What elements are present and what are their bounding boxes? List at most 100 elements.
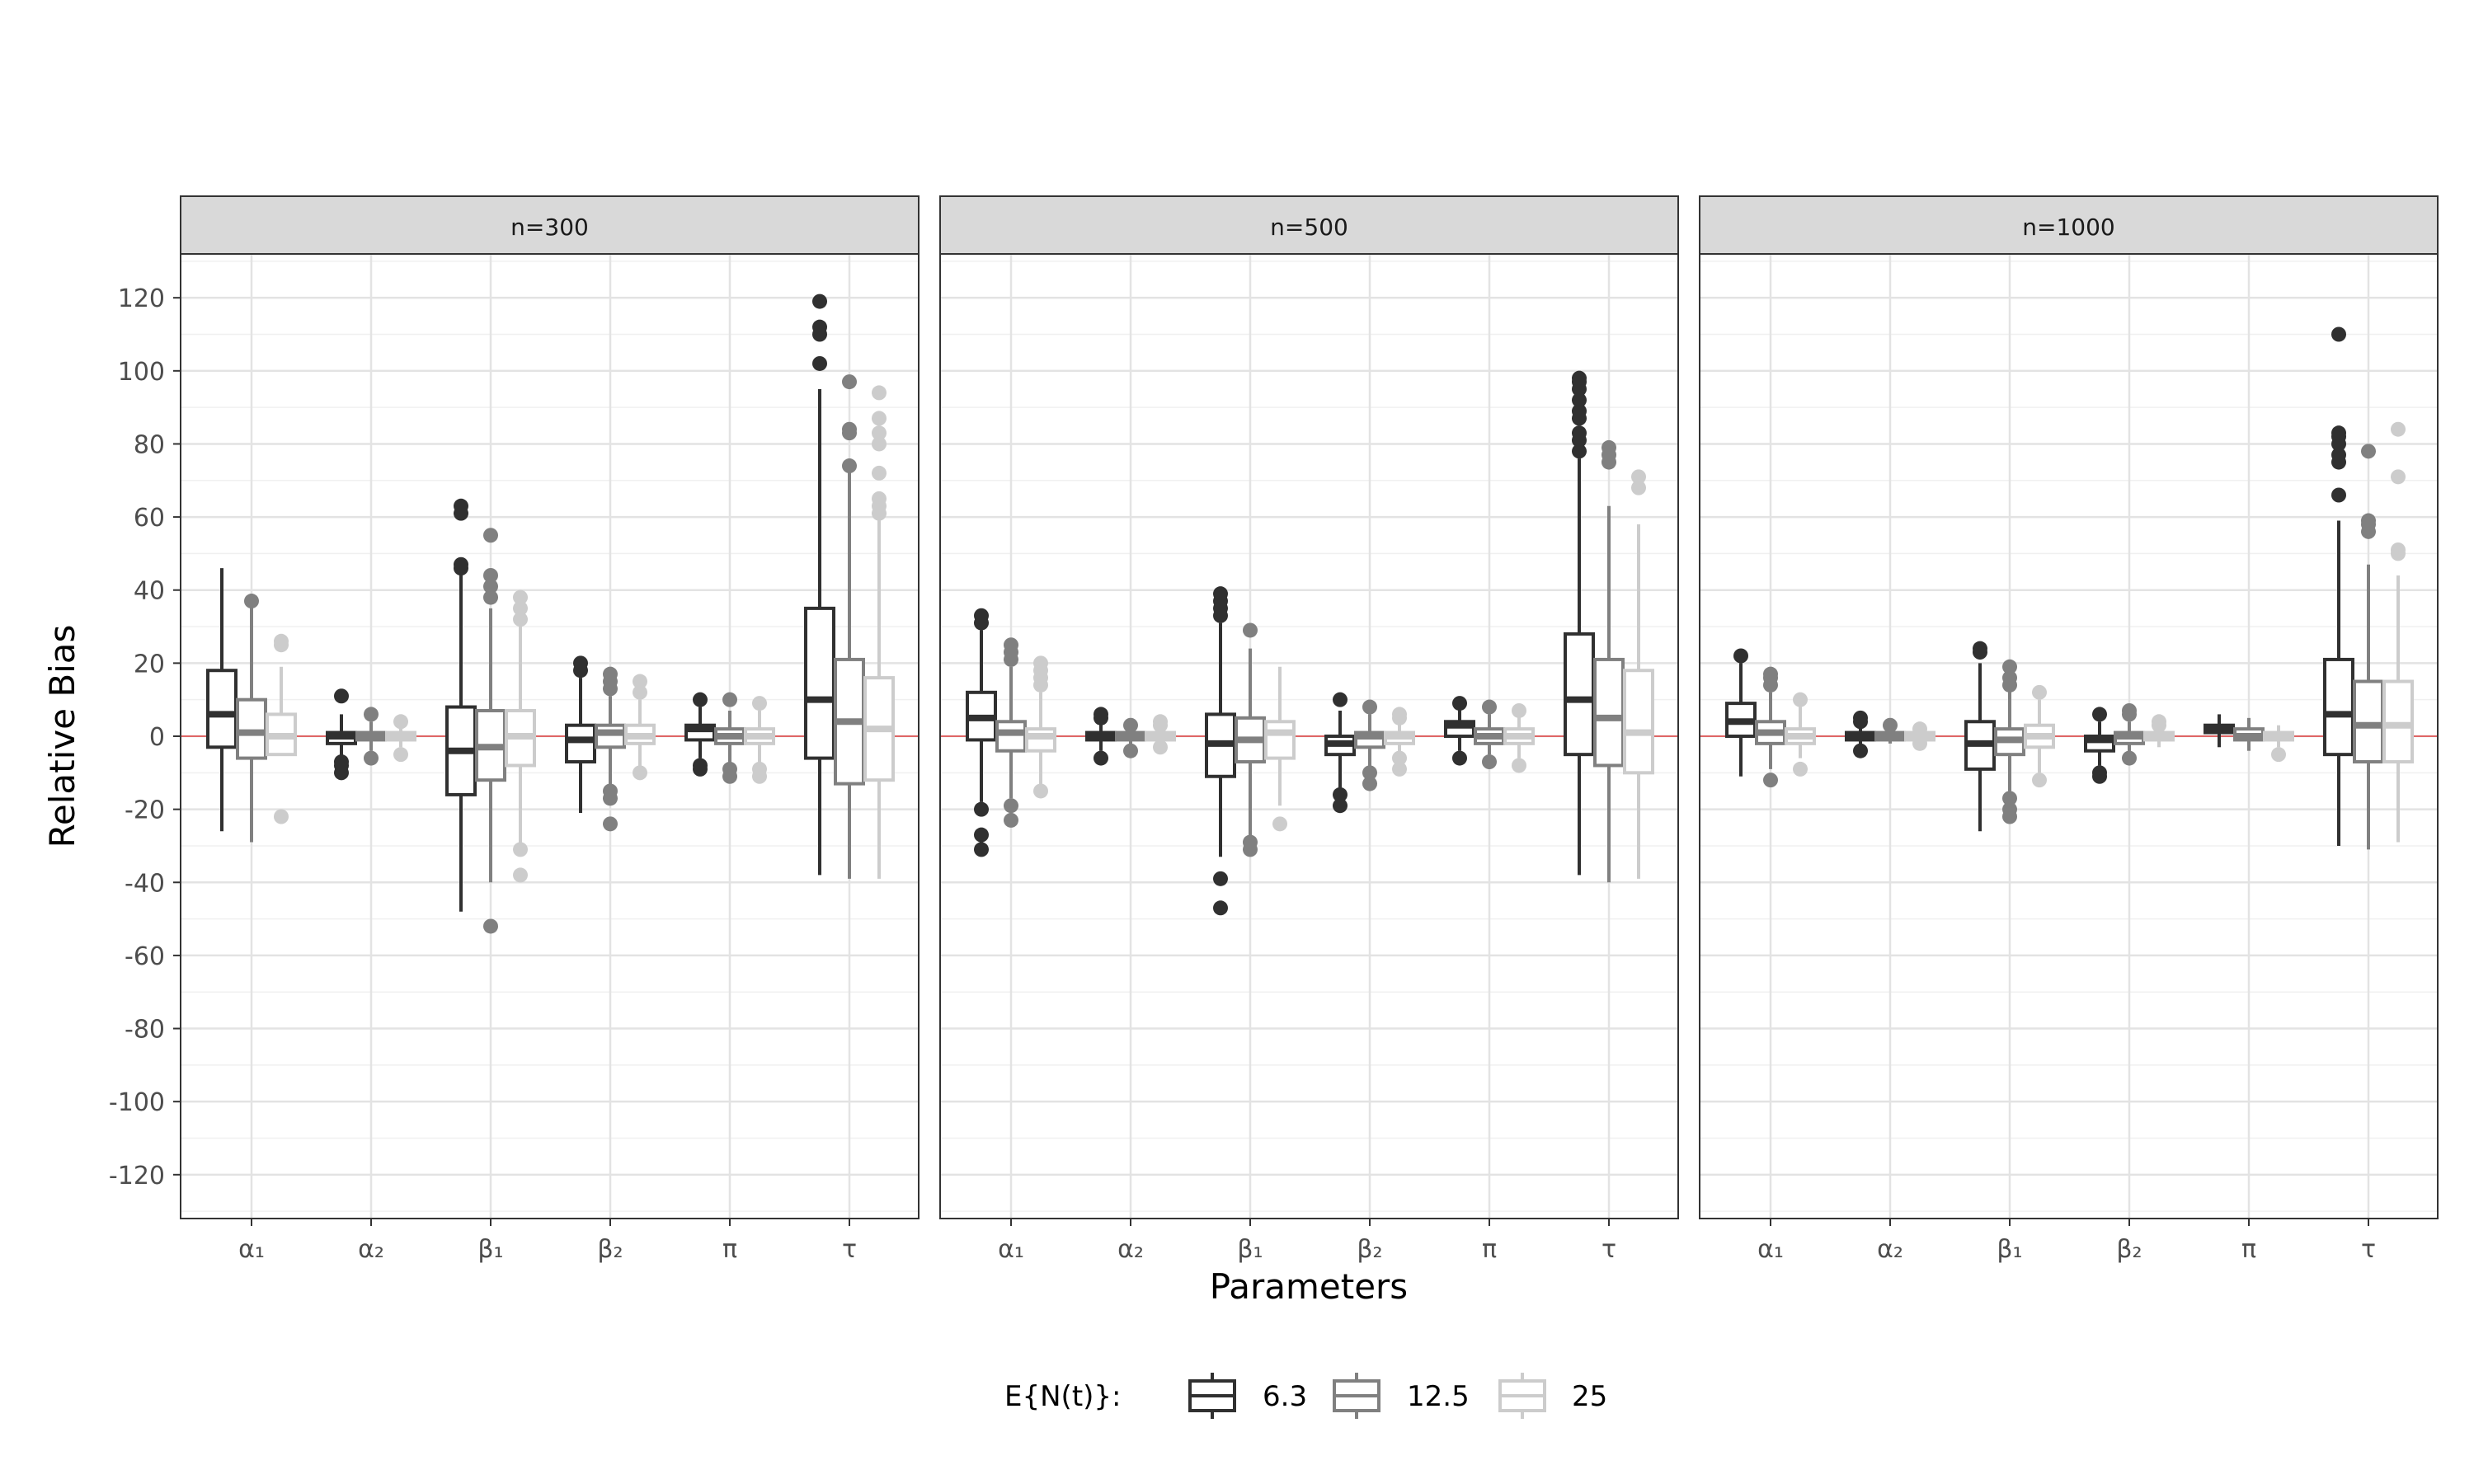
box-τ-12.5 [834, 374, 865, 879]
box-β₂-12.5 [595, 666, 626, 832]
outlier-point [812, 294, 827, 309]
outlier-point [1123, 743, 1138, 758]
box-α₁-25 [266, 633, 297, 824]
box-iqr [1025, 727, 1056, 753]
outlier-point [872, 491, 887, 506]
x-tick-label: β₁ [1237, 1235, 1263, 1264]
outlier-point [1973, 641, 1987, 656]
outlier-point [1094, 750, 1108, 766]
box-β₁-12.5 [475, 528, 506, 934]
outlier-point [1482, 699, 1497, 715]
strip-label: n=500 [1270, 214, 1348, 241]
box-iqr [2323, 657, 2354, 757]
outlier-point [334, 754, 349, 770]
outlier-point [693, 758, 708, 773]
outlier-point [2331, 487, 2346, 503]
y-tick-label: 40 [134, 577, 165, 606]
outlier-point [2361, 444, 2376, 459]
box-π-25 [2263, 725, 2294, 763]
x-axis-title: Parameters [1210, 1266, 1408, 1307]
outlier-point [483, 918, 498, 934]
legend-key-12.5 [1333, 1373, 1380, 1419]
outlier-point [872, 436, 887, 452]
outlier-point [483, 528, 498, 543]
outlier-point [1631, 469, 1646, 485]
outlier-point [722, 692, 737, 707]
outlier-point [1512, 758, 1526, 773]
outlier-point [573, 655, 588, 671]
box-τ-6.3 [2323, 326, 2354, 846]
box-β₁-25 [1264, 666, 1296, 832]
outlier-point [974, 608, 989, 623]
box-τ-6.3 [1564, 370, 1595, 876]
box-iqr [206, 669, 238, 749]
outlier-point [274, 809, 289, 824]
x-tick-label: τ [842, 1235, 857, 1264]
outlier-point [812, 319, 827, 335]
strip-label: n=300 [510, 214, 589, 241]
box-iqr [1623, 669, 1654, 775]
box-iqr [595, 723, 626, 749]
outlier-point [513, 867, 528, 883]
outlier-point [1272, 816, 1287, 832]
box-α₂-25 [385, 714, 416, 763]
outlier-point [364, 750, 379, 766]
y-tick-label: -100 [109, 1088, 165, 1117]
box-α₂-12.5 [1874, 717, 1906, 744]
box-α₁-25 [1785, 692, 1816, 777]
outlier-point [1392, 750, 1407, 766]
outlier-point [693, 692, 708, 707]
legend-label: 25 [1572, 1380, 1607, 1413]
box-β₂-6.3 [2084, 707, 2115, 784]
outlier-point [2331, 326, 2346, 342]
outlier-point [974, 801, 989, 817]
panels: n=300 α₁ α₂ β₁ β₂ π τ n=500 α₁ α₂ β₁ β₂ π τ n=1000 α₁ α₂… [180, 195, 2439, 1264]
outlier-point [2002, 801, 2017, 817]
outlier-point [633, 765, 647, 781]
panel-n=500: n=500 α₁ α₂ β₁ β₂ π τ [939, 195, 1679, 1264]
outlier-point [1243, 834, 1258, 850]
outlier-point [1213, 586, 1228, 602]
outlier-point [1094, 707, 1108, 722]
outlier-point [1362, 699, 1377, 715]
outlier-point [1033, 783, 1048, 799]
box-iqr [236, 697, 267, 760]
x-tick-label: π [1482, 1235, 1497, 1264]
outlier-point [334, 688, 349, 704]
outlier-point [483, 589, 498, 605]
outlier-point [1004, 812, 1018, 828]
outlier-point [454, 556, 468, 572]
box-α₁-12.5 [995, 637, 1027, 828]
outlier-point [1793, 692, 1808, 707]
outlier-point [1033, 655, 1048, 671]
outlier-point [513, 842, 528, 857]
x-tick-label: τ [1602, 1235, 1616, 1264]
box-β₂-12.5 [1354, 699, 1385, 791]
outlier-point [1333, 692, 1348, 707]
outlier-point [1392, 707, 1407, 722]
box-β₂-6.3 [1324, 692, 1356, 814]
outlier-point [974, 827, 989, 843]
outlier-point [2331, 425, 2346, 441]
x-tick-label: β₂ [597, 1235, 623, 1264]
outlier-point [872, 465, 887, 481]
outlier-point [1333, 787, 1348, 802]
outlier-point [2391, 421, 2406, 437]
outlier-point [2002, 670, 2017, 686]
box-π-6.3 [2204, 714, 2235, 748]
box-iqr [1593, 657, 1625, 768]
box-τ-25 [2382, 421, 2414, 843]
outlier-point [1572, 392, 1587, 408]
outlier-point [393, 747, 408, 763]
box-τ-6.3 [804, 294, 835, 876]
outlier-point [1912, 721, 1927, 737]
outlier-point [633, 674, 647, 689]
outlier-point [1482, 754, 1497, 770]
box-α₁-6.3 [966, 608, 997, 857]
legend-title: E{N(t)}: [1004, 1380, 1122, 1413]
strip-background [939, 195, 1679, 255]
box-α₂-6.3 [1845, 710, 1876, 758]
outlier-point [244, 594, 259, 609]
x-tick-label: π [722, 1235, 737, 1264]
